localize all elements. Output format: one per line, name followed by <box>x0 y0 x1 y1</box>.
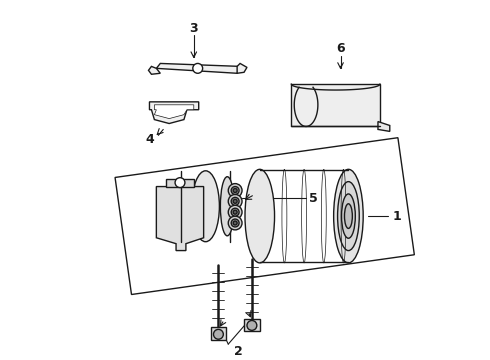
Ellipse shape <box>245 169 274 263</box>
Polygon shape <box>149 102 199 123</box>
Text: 1: 1 <box>393 210 401 222</box>
Circle shape <box>233 189 237 193</box>
Ellipse shape <box>192 171 220 242</box>
Circle shape <box>193 63 203 73</box>
Polygon shape <box>156 63 240 73</box>
Polygon shape <box>244 319 260 331</box>
Polygon shape <box>378 122 390 131</box>
Ellipse shape <box>342 194 355 238</box>
Polygon shape <box>156 186 204 251</box>
Circle shape <box>231 208 239 216</box>
Polygon shape <box>154 105 194 118</box>
Ellipse shape <box>334 169 363 263</box>
Ellipse shape <box>338 182 359 251</box>
Circle shape <box>214 329 223 339</box>
Circle shape <box>175 178 185 188</box>
Polygon shape <box>211 327 226 340</box>
Text: 5: 5 <box>309 192 318 205</box>
Text: 4: 4 <box>145 133 154 146</box>
Circle shape <box>231 197 239 205</box>
Circle shape <box>228 205 242 219</box>
Circle shape <box>228 184 242 197</box>
Circle shape <box>231 219 239 227</box>
Ellipse shape <box>344 204 352 228</box>
Text: 3: 3 <box>190 22 198 36</box>
Text: 2: 2 <box>234 345 243 357</box>
Polygon shape <box>148 66 160 74</box>
Polygon shape <box>237 63 247 73</box>
Text: 6: 6 <box>336 42 345 55</box>
Polygon shape <box>166 179 194 186</box>
Circle shape <box>228 216 242 230</box>
Circle shape <box>233 221 237 225</box>
Circle shape <box>228 194 242 208</box>
Circle shape <box>233 210 237 214</box>
Circle shape <box>247 320 257 330</box>
Ellipse shape <box>220 177 234 236</box>
Circle shape <box>233 199 237 203</box>
Polygon shape <box>291 84 380 126</box>
Circle shape <box>231 186 239 194</box>
